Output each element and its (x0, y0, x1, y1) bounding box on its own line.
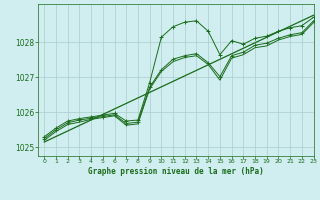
X-axis label: Graphe pression niveau de la mer (hPa): Graphe pression niveau de la mer (hPa) (88, 167, 264, 176)
